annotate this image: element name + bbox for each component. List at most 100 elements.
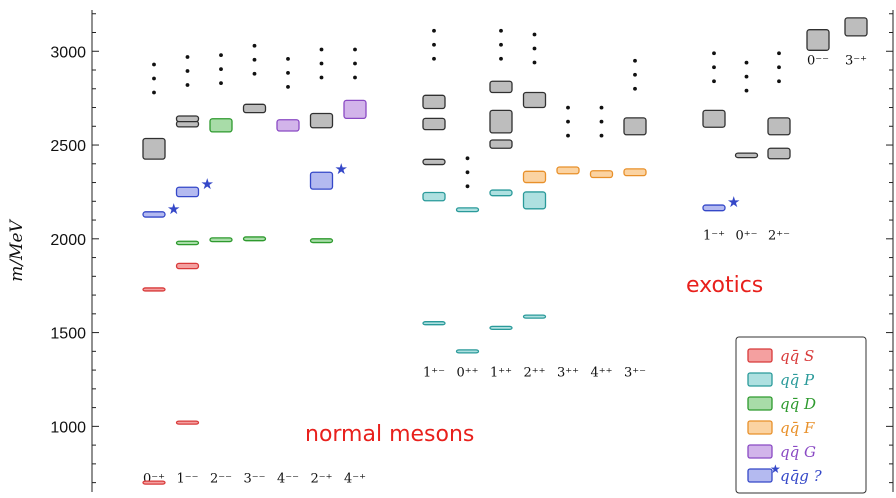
state-P-2205 bbox=[522, 191, 547, 210]
continuation-dot bbox=[566, 119, 570, 124]
legend-label-D: qq̄ D bbox=[780, 395, 816, 413]
jpc-label: 4⁺⁺ bbox=[591, 366, 613, 381]
state-H-2165 bbox=[702, 204, 726, 212]
continuation-dot bbox=[532, 32, 537, 37]
continuation-dot bbox=[152, 62, 156, 67]
continuation-dot bbox=[566, 105, 570, 110]
jpc-label: 1⁻⁻ bbox=[177, 472, 199, 487]
jpc-label: 3⁺⁻ bbox=[624, 366, 646, 381]
continuation-dot bbox=[712, 51, 716, 56]
continuation-dot bbox=[599, 105, 604, 110]
state-U-3130 bbox=[844, 17, 868, 37]
state-S-1730 bbox=[142, 287, 166, 292]
jpc-label: 4⁻⁻ bbox=[277, 472, 299, 487]
state-S-1855 bbox=[175, 262, 200, 270]
continuation-dot bbox=[712, 65, 716, 70]
continuation-dot bbox=[566, 133, 570, 138]
jpc-label: 1⁻⁺ bbox=[703, 229, 725, 244]
state-S-700 bbox=[142, 480, 166, 485]
state-P-1585 bbox=[522, 314, 547, 319]
continuation-dot bbox=[185, 69, 190, 73]
hybrid-star-icon: ★ bbox=[201, 175, 214, 193]
y-tick-label: 3000 bbox=[50, 44, 86, 61]
jpc-label: 2⁺⁺ bbox=[524, 366, 546, 381]
legend-label-S: qq̄ S bbox=[780, 347, 814, 365]
state-D-2000 bbox=[242, 236, 267, 242]
legend-swatch-S bbox=[747, 348, 773, 363]
state-F-2345 bbox=[589, 170, 614, 179]
continuation-dot bbox=[219, 53, 223, 58]
continuation-dot bbox=[432, 56, 436, 61]
state-U-2640 bbox=[702, 109, 726, 128]
continuation-dot bbox=[252, 57, 257, 62]
jpc-label: 0⁺⁻ bbox=[736, 229, 758, 244]
hybrid-star-icon: ★ bbox=[167, 200, 180, 218]
legend: qq̄ S qq̄ P qq̄ D qq̄ F qq̄ G★ qq̄g ? bbox=[735, 336, 867, 494]
legend-swatch-F bbox=[747, 420, 773, 435]
state-U-2695 bbox=[242, 103, 267, 114]
state-P-2225 bbox=[422, 191, 446, 202]
continuation-dot bbox=[432, 42, 436, 47]
continuation-dot bbox=[353, 47, 357, 52]
y-tick-label: 1000 bbox=[50, 419, 86, 436]
continuation-dot bbox=[599, 133, 604, 138]
legend-label-H: qq̄g ? bbox=[780, 467, 823, 485]
state-F-2330 bbox=[522, 170, 547, 184]
y-tick-label: 2500 bbox=[50, 138, 86, 155]
continuation-dot bbox=[744, 74, 749, 79]
legend-swatch-H bbox=[747, 468, 773, 483]
state-U-2810 bbox=[489, 80, 513, 94]
y-axis-label: m/MeV bbox=[7, 218, 27, 281]
continuation-dot bbox=[744, 88, 749, 93]
state-H-2310 bbox=[309, 171, 334, 190]
continuation-dot bbox=[465, 156, 470, 161]
state-U-2505 bbox=[489, 139, 513, 149]
continuation-dot bbox=[499, 42, 503, 47]
jpc-label: 1⁺⁻ bbox=[423, 366, 445, 381]
state-D-1990 bbox=[309, 238, 334, 244]
legend-swatch-P bbox=[747, 372, 773, 387]
state-D-2605 bbox=[209, 118, 233, 133]
continuation-dot bbox=[633, 58, 637, 63]
continuation-dot bbox=[744, 60, 749, 65]
continuation-dot bbox=[286, 56, 290, 61]
jpc-label: 0⁻⁻ bbox=[807, 53, 829, 68]
state-U-2600 bbox=[623, 117, 647, 136]
continuation-dot bbox=[286, 84, 290, 89]
state-G-2605 bbox=[276, 119, 300, 132]
continuation-dot bbox=[319, 47, 324, 52]
jpc-label: 1⁺⁺ bbox=[490, 366, 512, 381]
continuation-dot bbox=[633, 72, 637, 77]
legend-swatch-G bbox=[747, 444, 773, 459]
continuation-dot bbox=[286, 70, 290, 75]
continuation-dot bbox=[599, 119, 604, 124]
axes: 1000 1500 2000 2500 3000 m/MeV bbox=[7, 10, 894, 492]
continuation-dot bbox=[465, 184, 470, 189]
state-U-2445 bbox=[734, 152, 759, 159]
continuation-dot bbox=[777, 51, 781, 56]
legend-label-F: qq̄ F bbox=[780, 419, 815, 437]
legend-label-P: qq̄ P bbox=[780, 371, 815, 389]
state-U-2640 bbox=[175, 115, 200, 123]
state-P-1525 bbox=[489, 325, 513, 331]
state-G-2690 bbox=[343, 99, 367, 120]
jpc-label: 4⁻⁺ bbox=[344, 472, 366, 487]
state-F-2355 bbox=[623, 168, 647, 177]
legend-star-icon: ★ bbox=[770, 462, 781, 476]
y-tick-label: 1500 bbox=[50, 326, 86, 343]
state-U-3060 bbox=[806, 29, 830, 51]
legend-label-G: qq̄ G bbox=[780, 443, 816, 461]
state-D-1995 bbox=[209, 237, 233, 243]
continuation-dot bbox=[152, 90, 156, 95]
state-U-2630 bbox=[309, 112, 334, 129]
jpc-label: 2⁻⁺ bbox=[311, 472, 333, 487]
state-P-1400 bbox=[455, 349, 480, 354]
hybrid-star-icon: ★ bbox=[335, 160, 348, 178]
state-U-2740 bbox=[522, 91, 547, 109]
state-H-2250 bbox=[175, 186, 200, 198]
state-P-1550 bbox=[422, 321, 446, 326]
state-U-2600 bbox=[767, 117, 791, 136]
jpc-label: 3⁺⁺ bbox=[557, 366, 579, 381]
state-P-2155 bbox=[455, 207, 480, 213]
